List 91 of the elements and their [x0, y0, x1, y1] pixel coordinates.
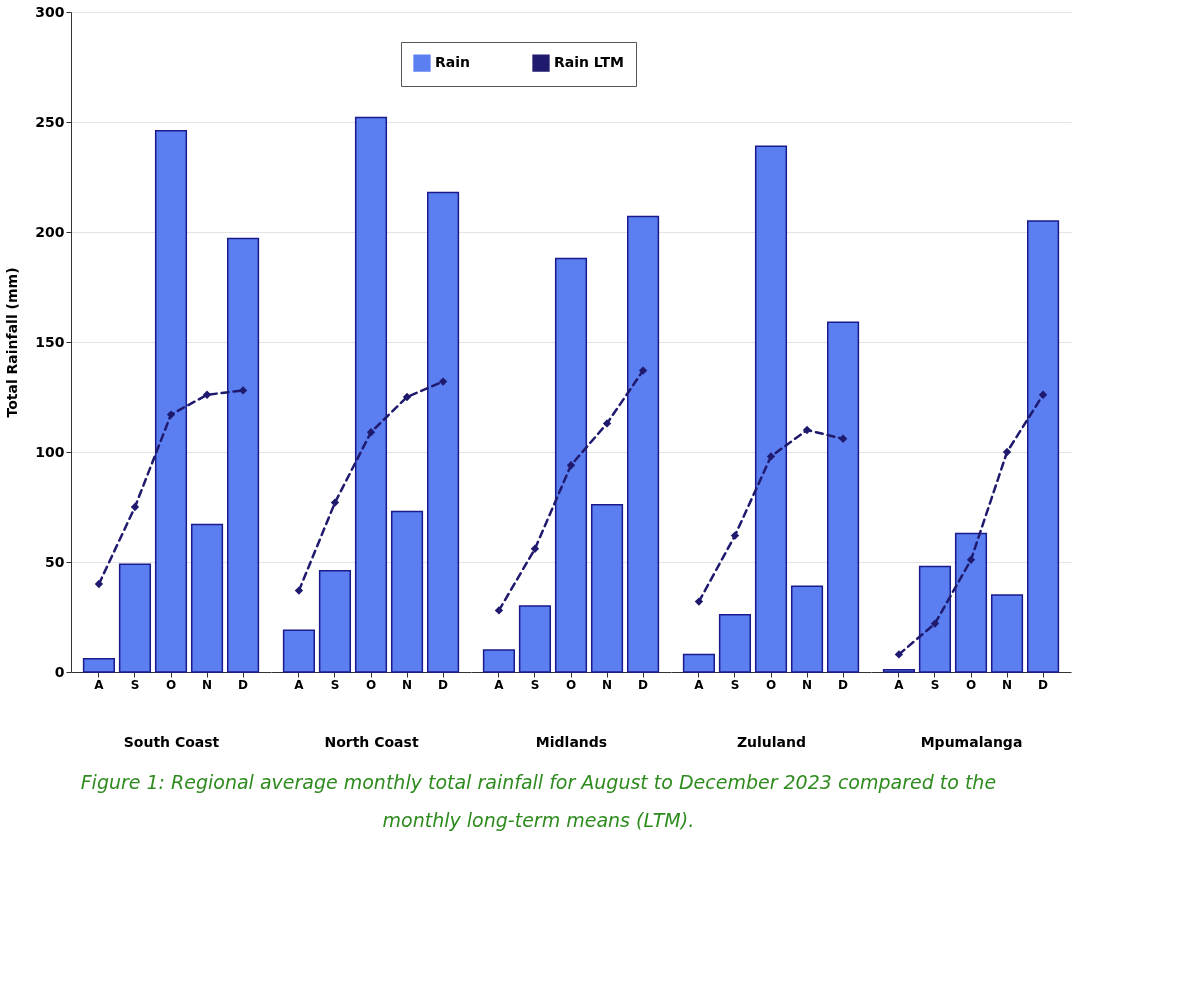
point — [294, 586, 304, 595]
y-tick-label: 250 — [35, 113, 65, 130]
bar — [82, 658, 115, 673]
bar — [882, 669, 915, 673]
bar — [1027, 220, 1060, 673]
bar — [354, 116, 388, 673]
point — [1002, 447, 1012, 457]
bar — [282, 629, 315, 673]
bar — [390, 510, 424, 673]
x-tick-label: S — [530, 677, 540, 692]
point — [202, 390, 212, 399]
point — [930, 619, 940, 628]
y-tick-label: 150 — [35, 333, 65, 350]
x-tick-label: O — [565, 677, 577, 692]
y-tick-label: 50 — [45, 553, 65, 570]
point — [638, 366, 648, 375]
point — [238, 386, 248, 395]
y-tick-label: 0 — [54, 663, 65, 680]
x-tick-label: D — [238, 677, 249, 692]
x-axis-title: Mpumalanga — [920, 733, 1023, 750]
bar — [790, 585, 824, 673]
x-tick-label: D — [438, 677, 449, 692]
bar — [227, 237, 260, 673]
y-tick-label: 200 — [35, 223, 65, 240]
y-tick-label: 100 — [35, 443, 65, 460]
bar — [827, 321, 860, 673]
bar — [554, 257, 588, 673]
x-tick-label: N — [1002, 677, 1013, 692]
point — [130, 502, 140, 512]
bar — [627, 215, 660, 673]
point — [530, 544, 540, 553]
bar — [590, 504, 624, 673]
x-tick-label: N — [402, 677, 413, 692]
y-tick-label: 300 — [35, 3, 65, 20]
bar — [154, 130, 188, 673]
x-tick-label: S — [330, 677, 340, 692]
x-tick-label: O — [165, 677, 177, 692]
point — [494, 606, 504, 615]
bar — [918, 565, 952, 673]
x-tick-label: N — [602, 677, 613, 692]
point — [894, 650, 904, 659]
x-tick-label: O — [965, 677, 977, 692]
x-axis-title: North Coast — [324, 733, 419, 750]
point — [166, 410, 176, 419]
x-tick-label: N — [202, 677, 213, 692]
point — [838, 434, 848, 443]
point — [330, 498, 340, 507]
x-tick-label: A — [494, 677, 505, 692]
point — [766, 452, 776, 461]
x-tick-label: A — [694, 677, 705, 692]
bar — [190, 523, 224, 673]
x-tick-label: O — [765, 677, 777, 692]
point — [802, 425, 812, 435]
point — [438, 377, 448, 386]
x-tick-label: A — [94, 677, 105, 692]
bar — [518, 605, 552, 673]
bar — [990, 594, 1024, 673]
bar — [118, 563, 152, 673]
x-tick-label: S — [130, 677, 140, 692]
x-tick-label: D — [1038, 677, 1049, 692]
y-axis-title: Total Rainfall (mm) — [4, 267, 21, 418]
point — [1038, 390, 1048, 399]
bar — [482, 649, 515, 673]
point — [966, 555, 976, 564]
point — [730, 531, 740, 540]
x-tick-label: A — [894, 677, 905, 692]
legend-label: Rain — [435, 54, 470, 71]
x-tick-label: D — [638, 677, 649, 692]
bar — [754, 145, 788, 673]
point — [566, 461, 576, 470]
point — [602, 419, 612, 428]
point — [366, 428, 376, 437]
point — [402, 392, 412, 402]
point — [694, 597, 704, 606]
caption: Figure 1: Regional average monthly total rainfall for August to December 2023 compared to the monthly long-term means (LTM). — [80, 771, 997, 831]
x-axis-title: Zululand — [736, 733, 807, 750]
bar — [682, 653, 715, 673]
x-tick-label: D — [838, 677, 849, 692]
x-tick-label: S — [730, 677, 740, 692]
x-tick-label: O — [365, 677, 377, 692]
x-tick-label: A — [294, 677, 305, 692]
bar — [954, 532, 988, 673]
x-axis-title: South Coast — [123, 733, 220, 750]
point — [94, 579, 104, 589]
legend-label: Rain LTM — [554, 54, 624, 71]
bar — [427, 191, 460, 673]
x-tick-label: S — [930, 677, 940, 692]
x-tick-label: N — [802, 677, 813, 692]
bar — [718, 614, 752, 673]
x-axis-title: Midlands — [535, 733, 608, 750]
bar — [318, 570, 352, 673]
